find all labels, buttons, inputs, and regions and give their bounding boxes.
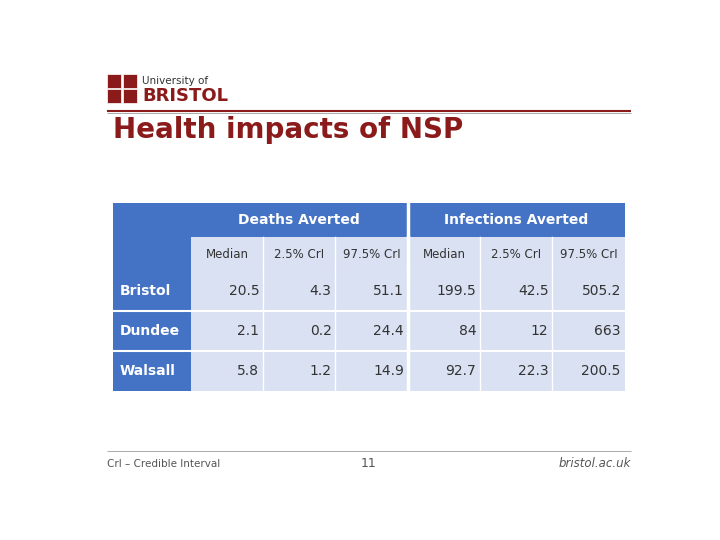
Text: Deaths Averted: Deaths Averted — [238, 213, 360, 227]
Text: 663: 663 — [595, 324, 621, 338]
Text: 20.5: 20.5 — [228, 284, 259, 298]
Bar — [480, 271, 552, 311]
Text: Median: Median — [205, 248, 248, 261]
Bar — [263, 271, 336, 311]
FancyBboxPatch shape — [122, 74, 137, 88]
Text: 5.8: 5.8 — [237, 364, 259, 378]
Bar — [263, 311, 336, 351]
Bar — [191, 311, 263, 351]
Text: 2.5% CrI: 2.5% CrI — [491, 248, 541, 261]
Bar — [113, 237, 191, 271]
Text: 24.4: 24.4 — [373, 324, 404, 338]
Bar — [191, 271, 263, 311]
Bar — [191, 237, 263, 271]
Text: 14.9: 14.9 — [373, 364, 404, 378]
Text: 1.2: 1.2 — [310, 364, 331, 378]
Bar — [191, 204, 408, 237]
Bar — [552, 271, 625, 311]
Bar — [408, 204, 625, 237]
Text: 97.5% CrI: 97.5% CrI — [343, 248, 400, 261]
Text: Bristol: Bristol — [120, 284, 171, 298]
Text: 12: 12 — [531, 324, 549, 338]
FancyBboxPatch shape — [107, 90, 121, 103]
Text: BRISTOL: BRISTOL — [142, 87, 228, 105]
Bar — [263, 237, 336, 271]
Text: 42.5: 42.5 — [518, 284, 549, 298]
Bar — [552, 237, 625, 271]
Bar — [263, 351, 336, 392]
Text: 97.5% CrI: 97.5% CrI — [559, 248, 617, 261]
Bar — [191, 351, 263, 392]
Text: 22.3: 22.3 — [518, 364, 549, 378]
Bar — [408, 271, 480, 311]
Bar — [480, 237, 552, 271]
Bar — [336, 271, 408, 311]
Bar — [113, 311, 191, 351]
Bar — [113, 351, 191, 392]
Bar — [552, 351, 625, 392]
Text: 2.1: 2.1 — [237, 324, 259, 338]
Bar — [113, 204, 191, 237]
Text: 51.1: 51.1 — [373, 284, 404, 298]
Bar — [480, 351, 552, 392]
Text: 199.5: 199.5 — [436, 284, 476, 298]
Bar — [408, 351, 480, 392]
Bar — [480, 311, 552, 351]
Text: 92.7: 92.7 — [446, 364, 476, 378]
FancyBboxPatch shape — [122, 90, 137, 103]
Text: Walsall: Walsall — [120, 364, 176, 378]
Text: 505.2: 505.2 — [582, 284, 621, 298]
Bar — [336, 351, 408, 392]
Text: 0.2: 0.2 — [310, 324, 331, 338]
Text: Dundee: Dundee — [120, 324, 179, 338]
Text: CrI – Credible Interval: CrI – Credible Interval — [107, 458, 220, 469]
Bar — [336, 311, 408, 351]
Text: 11: 11 — [361, 457, 377, 470]
Text: Infections Averted: Infections Averted — [444, 213, 588, 227]
Text: 200.5: 200.5 — [582, 364, 621, 378]
Bar — [408, 237, 480, 271]
Text: 2.5% CrI: 2.5% CrI — [274, 248, 324, 261]
Bar — [336, 237, 408, 271]
Text: University of: University of — [142, 76, 208, 86]
Text: Median: Median — [423, 248, 465, 261]
Text: Health impacts of NSP: Health impacts of NSP — [113, 116, 464, 144]
Bar — [113, 271, 191, 311]
Bar — [408, 311, 480, 351]
Bar — [552, 311, 625, 351]
Text: 84: 84 — [459, 324, 476, 338]
FancyBboxPatch shape — [107, 74, 121, 88]
Text: bristol.ac.uk: bristol.ac.uk — [559, 457, 631, 470]
Text: 4.3: 4.3 — [310, 284, 331, 298]
